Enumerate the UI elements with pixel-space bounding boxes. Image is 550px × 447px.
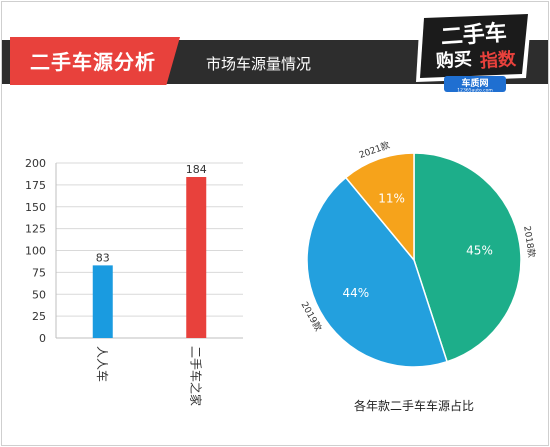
x-tick-label: 二手车之家 (188, 346, 203, 406)
pie-chart-title: 各年款二手车车源占比 (354, 398, 474, 413)
page-subtitle: 市场车源量情况 (206, 55, 312, 73)
y-tick-label: 200 (25, 157, 46, 170)
y-tick-label: 175 (25, 179, 46, 192)
logo-text-line2b: 指数 (479, 48, 517, 73)
pie-slice (306, 176, 449, 368)
bar-value-label: 184 (186, 163, 207, 176)
logo-site-name: 车质网 (461, 77, 488, 89)
y-tick-label: 75 (32, 266, 46, 279)
x-tick-label: 人人车 (95, 346, 110, 382)
brand-logo: 二手车 购买 指数 车质网 12365auto.com (416, 10, 532, 94)
logo-text-line1: 二手车 (440, 20, 508, 51)
title-tag (10, 37, 180, 85)
y-tick-label: 0 (39, 332, 46, 345)
pie-slice (413, 152, 522, 363)
bar (92, 265, 113, 338)
y-tick-label: 50 (32, 288, 46, 301)
y-tick-label: 150 (25, 201, 46, 214)
pie-slice (344, 152, 415, 263)
pie-percent-label: 11% (378, 192, 405, 206)
bar (186, 177, 207, 338)
page-title: 二手车源分析 (30, 50, 156, 74)
y-tick-label: 100 (25, 245, 46, 258)
bar-value-label: 83 (96, 251, 110, 264)
pie-percent-label: 44% (343, 286, 370, 300)
logo-site-url: 12365auto.com (457, 88, 492, 94)
pie-category-label: 2018款 (521, 225, 538, 258)
logo-text-line2a: 购买 (435, 48, 472, 72)
pie-percent-label: 45% (466, 244, 493, 258)
y-tick-label: 125 (25, 223, 46, 236)
y-tick-label: 25 (32, 310, 46, 323)
